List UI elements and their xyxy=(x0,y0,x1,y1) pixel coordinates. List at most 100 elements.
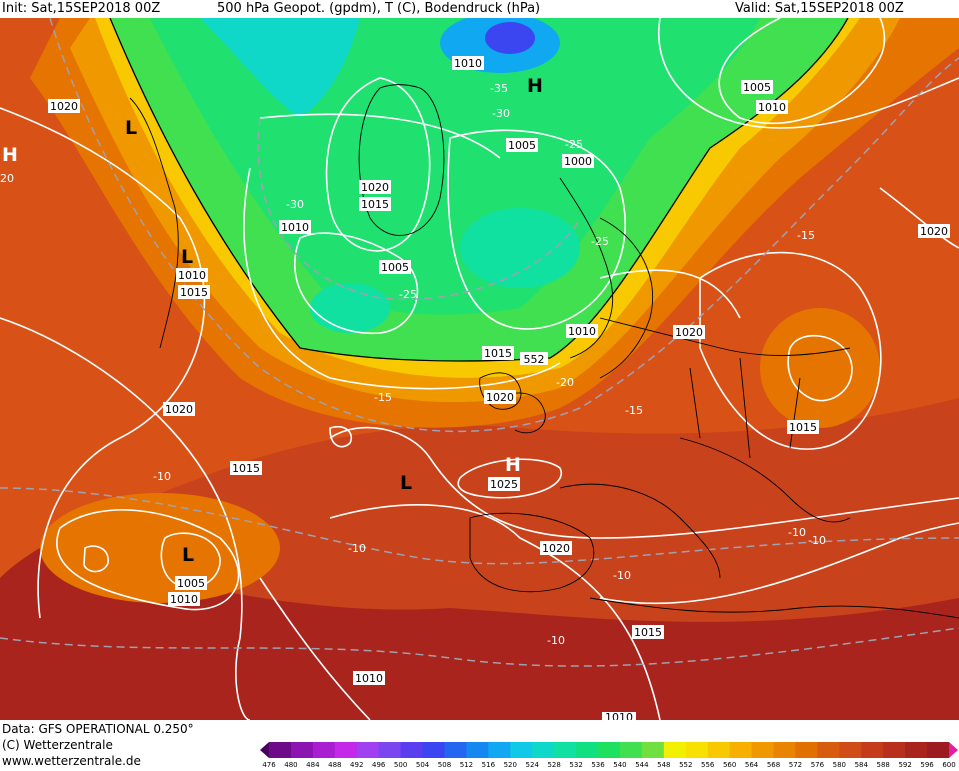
coastlines xyxy=(129,84,959,619)
isobar-label: 1000 xyxy=(564,155,592,168)
colorbar-swatch xyxy=(290,742,314,758)
colorbar-swatch xyxy=(839,742,862,758)
colorbar-tick-label: 568 xyxy=(766,761,781,769)
colorbar-swatch xyxy=(269,742,292,758)
colorbar-swatch xyxy=(641,742,665,758)
colorbar-tick-label: 536 xyxy=(591,761,605,769)
isobar-label: 1020 xyxy=(675,326,703,339)
colorbar-swatch xyxy=(707,742,731,758)
colorbar-tick-label: 512 xyxy=(459,761,474,769)
isobar-label: 1020 xyxy=(361,181,389,194)
isobar-label: 1010 xyxy=(355,672,383,685)
isobar-label: 1020 xyxy=(920,225,948,238)
high-center-symbol: H xyxy=(527,75,543,97)
colorbar-tick-label: 496 xyxy=(371,761,386,769)
colorbar-arrow-left xyxy=(260,742,269,758)
colorbar-swatch xyxy=(422,742,445,758)
colorbar-tick-label: 504 xyxy=(415,761,430,769)
colorbar-tick-label: 544 xyxy=(635,761,649,769)
colorbar-swatch xyxy=(466,742,489,758)
temp-label: -10 xyxy=(788,526,806,539)
colorbar-swatch xyxy=(312,742,336,758)
colorbar-tick-label: 592 xyxy=(898,761,912,769)
temperature-isolines xyxy=(0,17,959,667)
isobar-label: 1020 xyxy=(486,391,514,404)
colorbar-swatch xyxy=(510,742,533,758)
colorbar-swatch xyxy=(795,742,818,758)
colorbar-tick-label: 600 xyxy=(942,761,956,769)
colorbar-tick-label: 516 xyxy=(481,761,496,769)
website-link[interactable]: www.wetterzentrale.de xyxy=(2,754,141,768)
isobar-label: 1005 xyxy=(743,81,771,94)
temp-label: -30 xyxy=(492,107,510,120)
colorbar-tick-label: 552 xyxy=(679,761,693,769)
cut-isobar-label: 1010 xyxy=(602,711,636,724)
isobar-label: 1015 xyxy=(789,421,817,434)
colorbar-tick-label: 572 xyxy=(788,761,803,769)
temperature-labels: -35 -30 -25 -30 -25 -25 -20 -15 -15 -10 … xyxy=(153,82,826,647)
temp-label: -25 xyxy=(565,138,583,151)
data-source: Data: GFS OPERATIONAL 0.250° xyxy=(2,722,194,736)
colorbar-swatch xyxy=(927,742,950,758)
colorbar-swatch xyxy=(444,742,467,758)
colorbar-swatch xyxy=(400,742,424,758)
cyan-cell xyxy=(200,18,360,118)
temp-label: -15 xyxy=(625,404,643,417)
isobar-label: 1020 xyxy=(50,100,78,113)
colorbar-swatch xyxy=(576,742,599,758)
map-canvas: 1020 1010 1005 1010 1020 1015 1010 1005 … xyxy=(0,13,959,724)
colorbar-tick-label: 532 xyxy=(569,761,583,769)
colorbar-ticks: 476 480 484 488 492 496 500 504 508 512 516 520 524 5… xyxy=(0,761,959,771)
high-center-symbol: H xyxy=(2,144,18,166)
copyright: (C) Wetterzentrale xyxy=(2,738,113,752)
colorbar-swatch xyxy=(905,742,928,758)
temp-label: -10 xyxy=(348,542,366,555)
temp-label: -30 xyxy=(286,198,304,211)
colorbar-tick-label: 488 xyxy=(328,761,342,769)
temp-label: -15 xyxy=(797,229,815,242)
colorbar-swatch xyxy=(598,742,621,758)
south-red-zone xyxy=(0,538,959,720)
isobar-label: 1015 xyxy=(232,462,260,475)
colorbar-swatch xyxy=(334,742,358,758)
colorbar-swatch xyxy=(488,742,511,758)
isobar-label: 1010 xyxy=(170,593,198,606)
isobar-label: 1010 xyxy=(178,269,206,282)
high-center-symbol: H xyxy=(505,454,521,476)
temp-label: -10 xyxy=(613,569,631,582)
colorbar-tick-label: 556 xyxy=(701,761,715,769)
deep-blue-core xyxy=(485,22,535,54)
isobar-label: 1020 xyxy=(165,403,193,416)
weather-map: 1020 1010 1005 1010 1020 1015 1010 1005 … xyxy=(0,13,959,724)
isobar-label: 1020 xyxy=(542,542,570,555)
colorbar-swatch xyxy=(773,742,796,758)
colorbar-swatch xyxy=(861,742,884,758)
svg-text:552: 552 xyxy=(524,353,545,366)
colorbar-tick-label: 548 xyxy=(657,761,671,769)
svg-text:1010: 1010 xyxy=(605,711,633,720)
isobar-label: 1005 xyxy=(177,577,205,590)
temp-label: -20 xyxy=(556,376,574,389)
isobar-label: 1010 xyxy=(454,57,482,70)
colorbar-tick-label: 520 xyxy=(503,761,517,769)
green-sw-cell xyxy=(310,283,390,333)
temp-label: -10 xyxy=(808,534,826,547)
colorbar-swatch xyxy=(751,742,775,758)
colorbar-tick-label: 540 xyxy=(613,761,627,769)
isobar-label: 1015 xyxy=(484,347,512,360)
isobar-label: 1010 xyxy=(568,325,596,338)
low-center-symbol: L xyxy=(181,246,193,268)
colorbar-tick-label: 580 xyxy=(832,761,846,769)
colorbar xyxy=(260,742,958,758)
init-time: Init: Sat,15SEP2018 00Z xyxy=(2,1,161,16)
isobar-label: 1015 xyxy=(180,286,208,299)
colorbar-tick-label: 508 xyxy=(437,761,452,769)
colorbar-arrow-right xyxy=(949,742,958,758)
colorbar-swatch xyxy=(378,742,402,758)
isobars xyxy=(0,17,959,721)
colorbar-swatch xyxy=(554,742,577,758)
low-center-symbol: L xyxy=(400,472,412,494)
colorbar-tick-label: 596 xyxy=(920,761,934,769)
colorbar-tick-label: 480 xyxy=(284,761,298,769)
colorbar-swatch xyxy=(883,742,906,758)
